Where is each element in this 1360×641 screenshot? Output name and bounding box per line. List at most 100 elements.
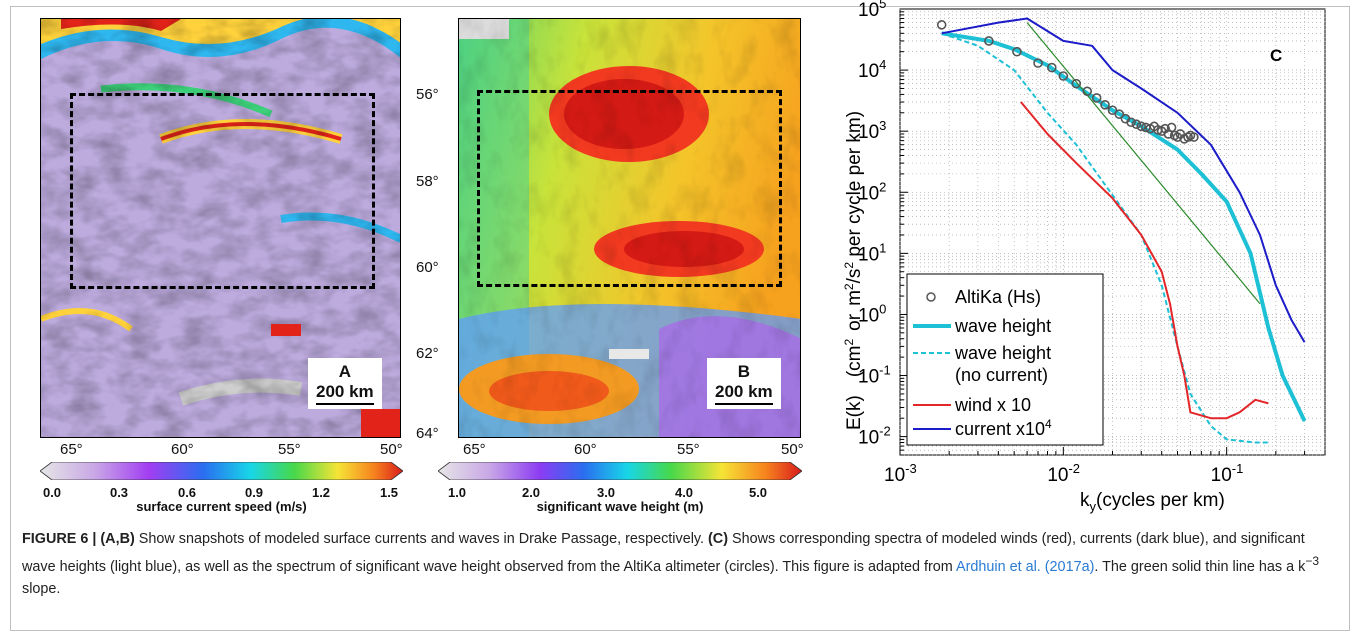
altika-point — [1047, 62, 1057, 73]
a-cbar-tick: 1.2 — [311, 485, 331, 500]
altika-point — [1058, 71, 1069, 81]
y-tick-label: 105 — [858, 0, 886, 21]
b-xtick: 50° — [781, 441, 804, 458]
altika-point — [1082, 86, 1092, 97]
altika-point — [1183, 132, 1193, 142]
legend-altika-marker — [926, 292, 936, 302]
b-ytick: 60° — [416, 259, 439, 276]
panel-b-letter: B — [737, 362, 750, 381]
altika-point — [1136, 121, 1147, 132]
citation-link[interactable]: Ardhuin et al. (2017a) — [955, 558, 1095, 575]
wind-line — [1020, 101, 1269, 420]
panel-b-scale: 200 km — [715, 382, 773, 405]
a-cbar-tick: 1.5 — [379, 485, 399, 500]
k-minus3-slope-line — [1026, 22, 1261, 305]
b-cbar-tick: 2.0 — [521, 485, 541, 500]
x-tick-label: 10-3 — [884, 461, 917, 486]
b-cbar-tick: 1.0 — [447, 485, 467, 500]
map-panel-b: B 200 km — [458, 18, 801, 438]
altika-point — [936, 20, 947, 30]
legend-wave-nc-2: (no current) — [955, 365, 1048, 385]
caption-sup: −3 — [1305, 554, 1319, 568]
caption-c-label: (C) — [708, 531, 728, 547]
altika-point — [1071, 78, 1082, 89]
altika-point — [1100, 100, 1110, 110]
caption-text-1: Show snapshots of modeled surface curren… — [134, 531, 709, 547]
colorbar-b — [437, 461, 803, 481]
x-axis-label: ky(cycles per km) — [1080, 490, 1225, 514]
altika-point — [1166, 122, 1177, 133]
legend-wave-height: wave height — [954, 316, 1051, 336]
series-layer — [941, 17, 1307, 444]
colorbar-a — [39, 461, 404, 481]
caption-text-4: slope. — [22, 580, 61, 597]
legend-altika: AltiKa (Hs) — [955, 287, 1041, 307]
b-ytick: 58° — [416, 173, 439, 190]
b-cbar-tick: 5.0 — [748, 485, 768, 500]
current-line — [941, 17, 1306, 343]
panel-b-label-box: B 200 km — [707, 358, 781, 409]
wave-height-no-current-line — [941, 32, 1269, 444]
y-tick-label: 103 — [858, 118, 886, 143]
b-cbar-tick: 4.0 — [674, 485, 694, 500]
y-tick-label: 100 — [858, 301, 886, 326]
x-tick-label: 10-2 — [1047, 461, 1080, 486]
a-xtick: 60° — [171, 441, 194, 458]
b-ytick: 56° — [416, 86, 439, 103]
b-xtick: 55° — [677, 441, 700, 458]
b-xtick: 65° — [463, 441, 486, 458]
y-axis-label-text: E(k)(cm2orm2/s2 per cycle per km) — [842, 111, 865, 430]
a-xtick: 65° — [60, 441, 83, 458]
b-cbar-tick: 3.0 — [596, 485, 616, 500]
legend: AltiKa (Hs) wave height wave height (no … — [906, 273, 1104, 446]
a-cbar-tick: 0.0 — [42, 485, 62, 500]
region-outline-a — [70, 93, 375, 289]
colorbar-b-label: significant wave height (m) — [536, 499, 704, 514]
altika-point — [1012, 46, 1022, 57]
b-ytick: 62° — [416, 345, 439, 362]
y-tick-label: 101 — [858, 240, 886, 265]
a-xtick: 55° — [278, 441, 301, 458]
a-cbar-tick: 0.9 — [244, 485, 264, 500]
caption-text-2: Shows corresponding spectra of modeled w… — [22, 531, 1305, 575]
figure-caption: FIGURE 6 | (A,B) Show snapshots of model… — [22, 528, 1342, 600]
b-ytick: 64° — [416, 425, 439, 442]
legend-wind: wind x 10 — [954, 395, 1031, 415]
y-tick-label: 10-1 — [858, 363, 891, 388]
a-cbar-tick: 0.6 — [177, 485, 197, 500]
a-cbar-tick: 0.3 — [109, 485, 129, 500]
panel-a-label-box: A 200 km — [308, 358, 382, 409]
figure-frame — [10, 6, 1350, 631]
altika-point — [1114, 109, 1125, 119]
panel-c-letter: C — [1270, 46, 1282, 65]
y-tick-label: 102 — [858, 179, 886, 204]
colorbar-a-label: surface current speed (m/s) — [136, 499, 307, 514]
panel-a-letter: A — [338, 362, 351, 381]
axis-ticks: 10-3 10-2 10-1 105 104 103 102 101 100 10-1 10-2 — [858, 0, 1326, 486]
caption-label: FIGURE 6 | (A,B) — [22, 531, 135, 547]
altika-point — [984, 36, 994, 46]
caption-text-3: . The green solid thin line has a k — [1094, 558, 1306, 575]
legend-box — [906, 273, 1104, 446]
altika-point — [1126, 117, 1136, 128]
region-outline-b — [477, 90, 782, 287]
b-xtick: 60° — [574, 441, 597, 458]
x-tick-label: 10-1 — [1211, 461, 1244, 486]
spectra-chart: 10-3 10-2 10-1 105 104 103 102 101 100 10-1 10-2 C… — [842, 0, 1326, 514]
y-axis-label: E(k)(cm2orm2/s2 per cycle per km) — [842, 111, 865, 430]
altika-points — [936, 20, 1199, 144]
map-panel-a: A 200 km — [40, 18, 401, 438]
legend-current: current x104 — [955, 417, 1052, 439]
a-xtick: 50° — [380, 441, 403, 458]
altika-point — [1091, 93, 1102, 103]
wave-height-line — [941, 31, 1307, 422]
colorbar-a-gradient — [39, 461, 404, 481]
panel-a-scale: 200 km — [316, 382, 374, 405]
y-tick-label: 10-2 — [858, 424, 891, 449]
altika-point — [1131, 119, 1142, 130]
y-tick-label: 104 — [858, 57, 886, 82]
colorbar-b-gradient — [437, 461, 803, 481]
altika-point — [1189, 132, 1199, 142]
altika-point — [1033, 58, 1043, 68]
legend-wave-nc-1: wave height — [954, 343, 1051, 363]
